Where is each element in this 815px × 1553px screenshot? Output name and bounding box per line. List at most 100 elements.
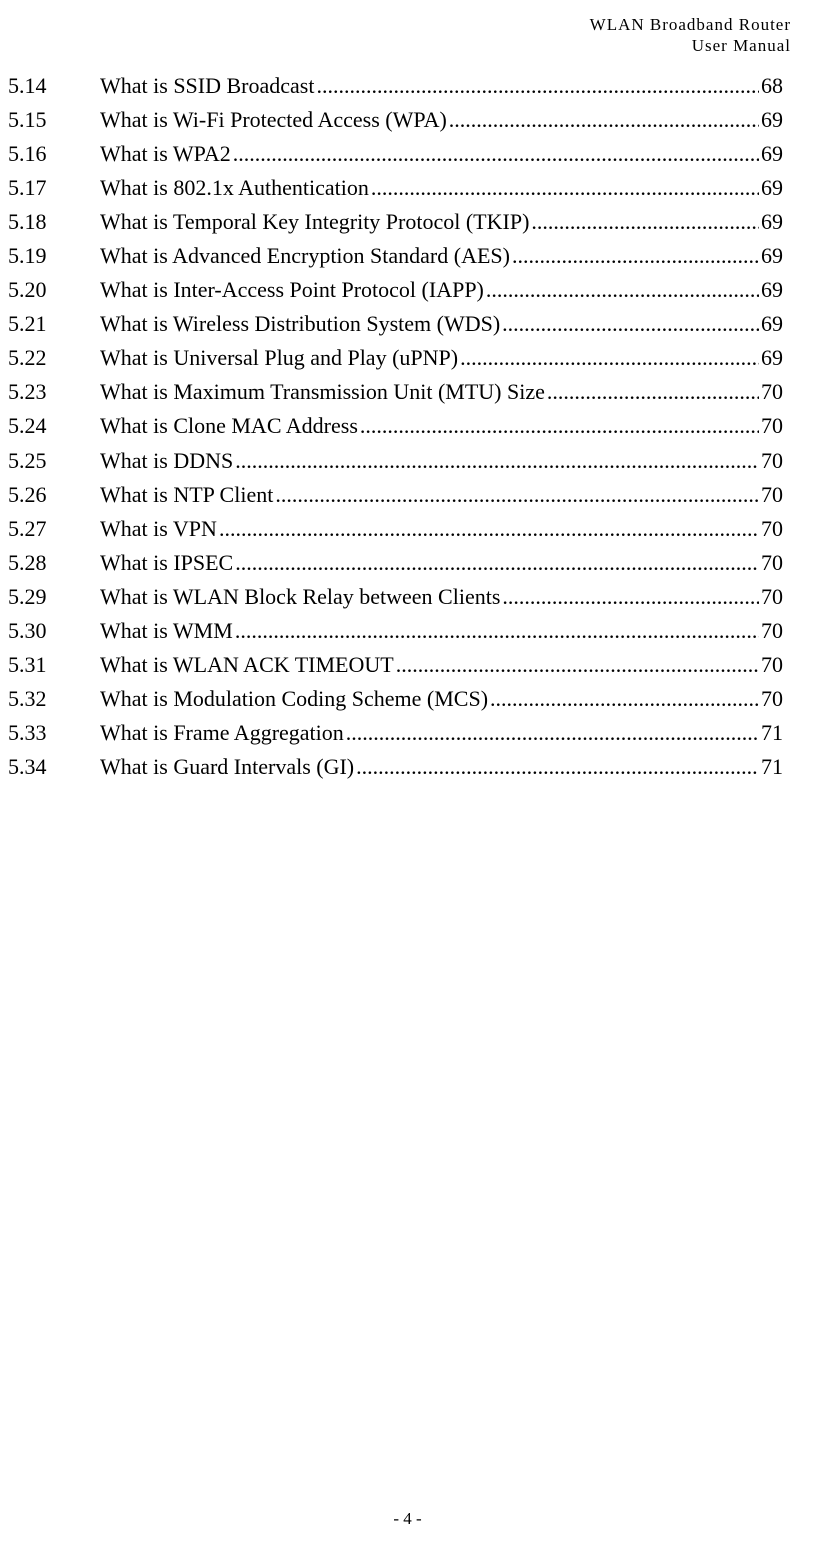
toc-section-number: 5.14 xyxy=(8,69,100,103)
toc-entry: 5.19What is Advanced Encryption Standard… xyxy=(8,239,783,273)
toc-leader-dots xyxy=(531,205,759,239)
toc-leader-dots xyxy=(235,444,759,478)
toc-leader-dots xyxy=(360,409,759,443)
toc-section-number: 5.31 xyxy=(8,648,100,682)
toc-title: What is Wireless Distribution System (WD… xyxy=(100,307,500,341)
toc-page-number: 70 xyxy=(761,444,783,478)
toc-section-number: 5.29 xyxy=(8,580,100,614)
toc-leader-dots xyxy=(502,580,759,614)
toc-title: What is Wi-Fi Protected Access (WPA) xyxy=(100,103,447,137)
toc-leader-dots xyxy=(512,239,759,273)
toc-entry: 5.18What is Temporal Key Integrity Proto… xyxy=(8,205,783,239)
toc-entry: 5.28What is IPSEC 70 xyxy=(8,546,783,580)
toc-title: What is DDNS xyxy=(100,444,233,478)
toc-leader-dots xyxy=(233,137,759,171)
toc-section-number: 5.21 xyxy=(8,307,100,341)
toc-title: What is Frame Aggregation xyxy=(100,716,344,750)
toc-entry: 5.22What is Universal Plug and Play (uPN… xyxy=(8,341,783,375)
toc-entry: 5.32What is Modulation Coding Scheme (MC… xyxy=(8,682,783,716)
toc-leader-dots xyxy=(356,750,759,784)
toc-title: What is WMM xyxy=(100,614,233,648)
toc-section-number: 5.22 xyxy=(8,341,100,375)
page-container: WLAN Broadband Router User Manual 5.14Wh… xyxy=(0,0,815,1553)
toc-leader-dots xyxy=(275,478,759,512)
toc-entry: 5.16What is WPA2 69 xyxy=(8,137,783,171)
toc-section-number: 5.20 xyxy=(8,273,100,307)
toc-page-number: 69 xyxy=(761,205,783,239)
toc-title: What is Universal Plug and Play (uPNP) xyxy=(100,341,458,375)
toc-entry: 5.21What is Wireless Distribution System… xyxy=(8,307,783,341)
toc-entry: 5.26What is NTP Client 70 xyxy=(8,478,783,512)
toc-leader-dots xyxy=(371,171,759,205)
toc-entry: 5.23What is Maximum Transmission Unit (M… xyxy=(8,375,783,409)
toc-leader-dots xyxy=(547,375,759,409)
page-number: - 4 - xyxy=(393,1509,421,1528)
toc-leader-dots xyxy=(316,69,759,103)
page-footer: - 4 - xyxy=(0,1509,815,1529)
toc-page-number: 70 xyxy=(761,682,783,716)
toc-page-number: 69 xyxy=(761,137,783,171)
toc-entry: 5.34What is Guard Intervals (GI) 71 xyxy=(8,750,783,784)
toc-title: What is WLAN ACK TIMEOUT xyxy=(100,648,394,682)
toc-page-number: 70 xyxy=(761,478,783,512)
toc-title: What is Clone MAC Address xyxy=(100,409,358,443)
toc-title: What is Guard Intervals (GI) xyxy=(100,750,354,784)
page-header: WLAN Broadband Router User Manual xyxy=(8,14,791,57)
toc-section-number: 5.32 xyxy=(8,682,100,716)
toc-section-number: 5.19 xyxy=(8,239,100,273)
toc-title: What is Advanced Encryption Standard (AE… xyxy=(100,239,510,273)
toc-page-number: 70 xyxy=(761,512,783,546)
toc-entry: 5.27What is VPN 70 xyxy=(8,512,783,546)
header-line-1: WLAN Broadband Router xyxy=(8,14,791,35)
toc-title: What is Maximum Transmission Unit (MTU) … xyxy=(100,375,545,409)
toc-leader-dots xyxy=(235,546,759,580)
toc-leader-dots xyxy=(486,273,759,307)
toc-page-number: 70 xyxy=(761,409,783,443)
toc-page-number: 71 xyxy=(761,750,783,784)
toc-title: What is Temporal Key Integrity Protocol … xyxy=(100,205,529,239)
toc-title: What is SSID Broadcast xyxy=(100,69,314,103)
toc-section-number: 5.23 xyxy=(8,375,100,409)
toc-entry: 5.24What is Clone MAC Address 70 xyxy=(8,409,783,443)
toc-title: What is Inter-Access Point Protocol (IAP… xyxy=(100,273,484,307)
toc-leader-dots xyxy=(219,512,759,546)
toc-entry: 5.14What is SSID Broadcast 68 xyxy=(8,69,783,103)
toc-entry: 5.17What is 802.1x Authentication 69 xyxy=(8,171,783,205)
table-of-contents: 5.14What is SSID Broadcast 685.15What is… xyxy=(8,69,791,785)
toc-entry: 5.29What is WLAN Block Relay between Cli… xyxy=(8,580,783,614)
toc-section-number: 5.16 xyxy=(8,137,100,171)
toc-section-number: 5.27 xyxy=(8,512,100,546)
toc-leader-dots xyxy=(490,682,759,716)
toc-page-number: 70 xyxy=(761,648,783,682)
toc-page-number: 69 xyxy=(761,171,783,205)
toc-section-number: 5.24 xyxy=(8,409,100,443)
toc-page-number: 70 xyxy=(761,546,783,580)
toc-title: What is VPN xyxy=(100,512,217,546)
toc-leader-dots xyxy=(396,648,759,682)
toc-title: What is WPA2 xyxy=(100,137,231,171)
toc-title: What is IPSEC xyxy=(100,546,233,580)
toc-title: What is NTP Client xyxy=(100,478,273,512)
toc-section-number: 5.17 xyxy=(8,171,100,205)
toc-section-number: 5.30 xyxy=(8,614,100,648)
toc-page-number: 69 xyxy=(761,273,783,307)
toc-section-number: 5.33 xyxy=(8,716,100,750)
toc-entry: 5.30What is WMM 70 xyxy=(8,614,783,648)
toc-page-number: 70 xyxy=(761,614,783,648)
toc-entry: 5.31What is WLAN ACK TIMEOUT 70 xyxy=(8,648,783,682)
header-line-2: User Manual xyxy=(8,35,791,56)
toc-leader-dots xyxy=(502,307,759,341)
toc-title: What is 802.1x Authentication xyxy=(100,171,369,205)
toc-page-number: 69 xyxy=(761,341,783,375)
toc-page-number: 68 xyxy=(761,69,783,103)
toc-entry: 5.15What is Wi-Fi Protected Access (WPA)… xyxy=(8,103,783,137)
toc-leader-dots xyxy=(449,103,759,137)
toc-leader-dots xyxy=(346,716,759,750)
toc-page-number: 69 xyxy=(761,307,783,341)
toc-entry: 5.20What is Inter-Access Point Protocol … xyxy=(8,273,783,307)
toc-title: What is Modulation Coding Scheme (MCS) xyxy=(100,682,488,716)
toc-title: What is WLAN Block Relay between Clients xyxy=(100,580,500,614)
toc-entry: 5.33What is Frame Aggregation 71 xyxy=(8,716,783,750)
toc-entry: 5.25What is DDNS 70 xyxy=(8,444,783,478)
toc-section-number: 5.28 xyxy=(8,546,100,580)
